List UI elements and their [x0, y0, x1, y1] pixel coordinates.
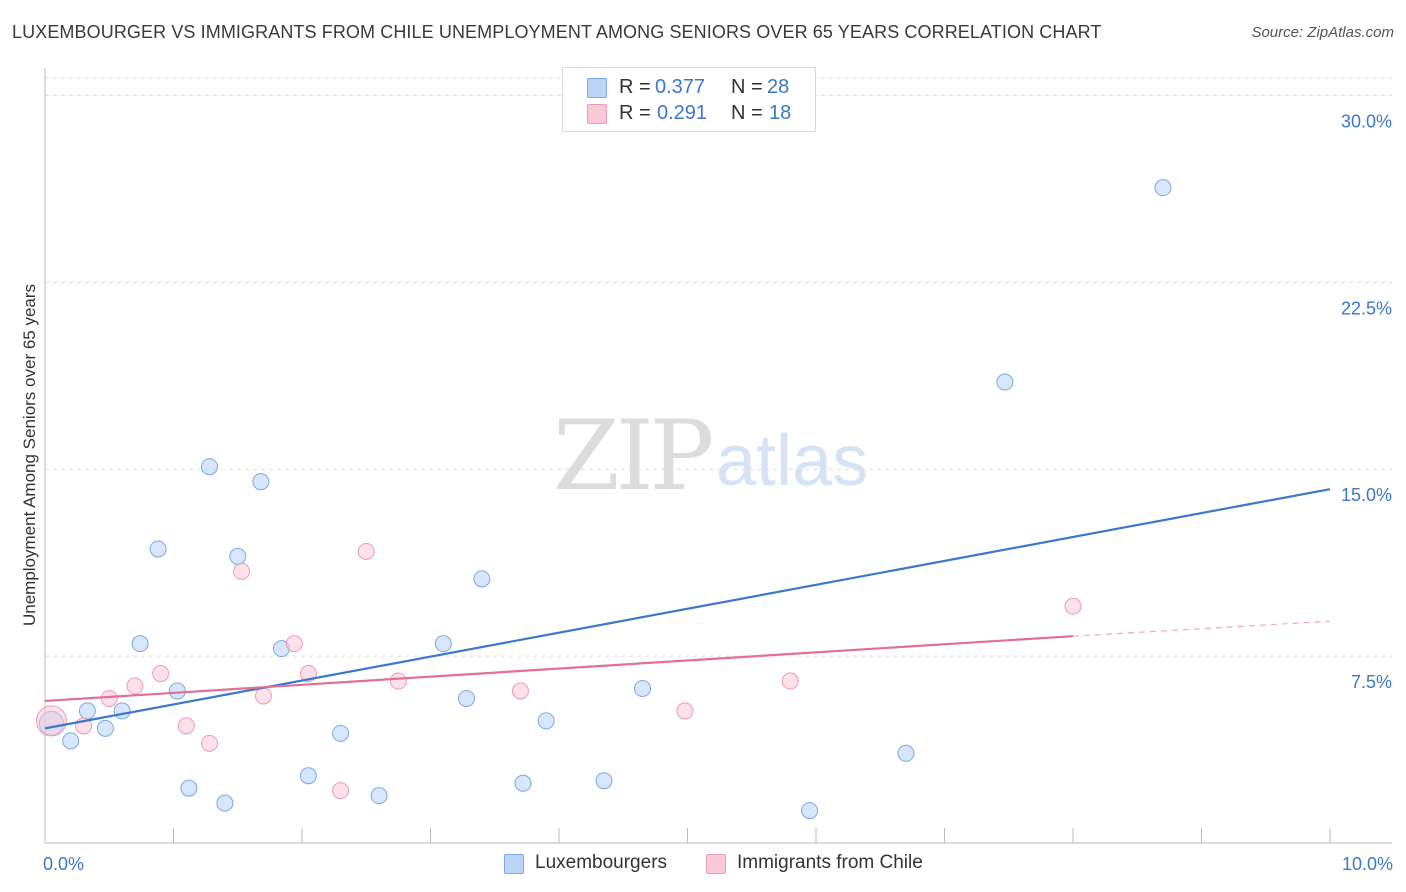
legend-r-value: 0.377: [655, 76, 706, 98]
luxembourger-point: [634, 680, 652, 698]
luxembourger-point: [1154, 179, 1172, 197]
luxembourger-point: [62, 732, 80, 750]
luxembourger-point: [473, 570, 491, 588]
chile-point: [177, 717, 195, 735]
luxembourger-point: [801, 802, 819, 820]
correlation-legend: R = 0.377 N = 28 R = 0.291 N = 18: [562, 67, 816, 132]
luxembourger-point: [131, 635, 149, 653]
watermark-atlas: atlas: [716, 421, 869, 501]
y-tick-label: 7.5%: [1351, 672, 1392, 692]
luxembourger-point: [457, 689, 475, 707]
y-tick-label: 30.0%: [1341, 111, 1392, 131]
x-tick-label: 0.0%: [43, 854, 84, 874]
chart-title: LUXEMBOURGER VS IMMIGRANTS FROM CHILE UN…: [12, 22, 1102, 42]
luxembourger-point: [252, 473, 270, 491]
luxembourger-point: [434, 635, 452, 653]
luxembourger-point: [370, 787, 388, 805]
legend-r-value: 0.291: [657, 102, 708, 124]
chile-point: [285, 635, 303, 653]
chile-trendline: [44, 635, 1074, 703]
luxembourger-point: [537, 712, 555, 730]
y-tick-label: 22.5%: [1341, 298, 1392, 318]
luxembourger-trendline: [44, 488, 1331, 730]
chile-point: [233, 562, 251, 580]
legend-swatch-pink: [706, 854, 726, 874]
luxembourger-point: [96, 719, 114, 737]
legend-r-label: R =: [619, 102, 651, 124]
chile-point: [511, 682, 529, 700]
legend-label-luxembourgers: Luxembourgers: [535, 852, 668, 873]
chile-point: [676, 702, 694, 720]
watermark-zip: ZIP: [553, 400, 714, 512]
chile-point: [254, 687, 272, 705]
chile-point: [1064, 597, 1082, 615]
chile-trendline-extension: [1072, 620, 1331, 637]
chile-point: [100, 689, 118, 707]
legend-swatch-pink: [587, 104, 607, 124]
luxembourger-point: [299, 767, 317, 785]
luxembourger-point: [168, 682, 186, 700]
chile-point: [126, 677, 144, 695]
chile-point: [152, 665, 170, 683]
legend-n-value: 18: [769, 102, 792, 124]
legend-n-label: N =: [731, 102, 763, 124]
x-tick-label: 10.0%: [1342, 854, 1393, 874]
legend-n-label: N =: [731, 76, 763, 98]
source-label: Source: ZipAtlas.com: [1251, 24, 1394, 41]
luxembourger-point: [200, 458, 218, 476]
luxembourger-point: [996, 373, 1014, 391]
legend-r-label: R =: [619, 76, 651, 98]
luxembourger-point: [149, 540, 167, 558]
luxembourger-point: [113, 702, 131, 720]
luxembourger-point: [332, 724, 350, 742]
chile-point: [357, 542, 375, 560]
chile-point: [332, 782, 350, 800]
chile-point: [781, 672, 799, 690]
luxembourger-point: [897, 744, 915, 762]
chile-point: [200, 734, 218, 752]
chile-point: [35, 705, 67, 737]
chile-point: [389, 672, 407, 690]
luxembourger-point: [78, 702, 96, 720]
luxembourger-point: [216, 794, 234, 812]
legend-swatch-blue: [504, 854, 524, 874]
legend-swatch-blue: [587, 78, 607, 98]
luxembourger-point: [595, 772, 613, 790]
y-tick-label: 15.0%: [1341, 485, 1392, 505]
luxembourger-point: [514, 774, 532, 792]
luxembourger-point: [180, 779, 198, 797]
legend-label-chile: Immigrants from Chile: [737, 852, 923, 873]
luxembourger-point: [229, 547, 247, 565]
legend-n-value: 28: [767, 76, 790, 98]
